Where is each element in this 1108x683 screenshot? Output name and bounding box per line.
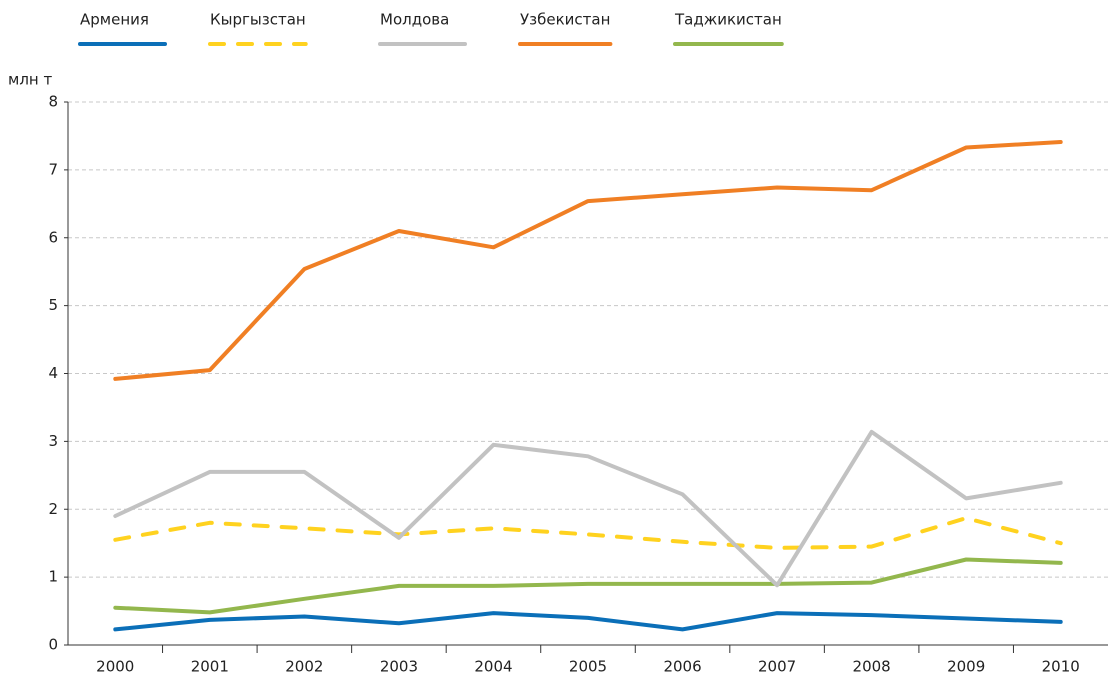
series-line: [113, 429, 1063, 588]
x-tick-label: 2006: [663, 658, 701, 676]
series-line: [113, 611, 1063, 632]
y-tick-label: 0: [48, 636, 58, 654]
x-tick-label: 2008: [853, 658, 891, 676]
y-tick-label: 5: [48, 296, 58, 314]
x-tick-label: 2004: [474, 658, 512, 676]
x-tick-label: 2007: [758, 658, 796, 676]
series-line: [113, 516, 1063, 550]
y-tick-label: 6: [48, 228, 58, 246]
y-tick-label: 3: [48, 432, 58, 450]
y-axis-label: млн т: [8, 71, 52, 89]
legend-label: Таджикистан: [674, 11, 782, 29]
legend-label: Кыргызстан: [210, 11, 306, 29]
legend-label: Молдова: [380, 11, 449, 29]
x-tick-label: 2010: [1042, 658, 1080, 676]
x-tick-label: 2000: [96, 658, 134, 676]
y-tick-label: 7: [48, 160, 58, 178]
y-tick-label: 4: [48, 364, 58, 382]
y-tick-label: 2: [48, 500, 58, 518]
legend-label: Армения: [80, 11, 149, 29]
series-line: [113, 557, 1063, 615]
y-tick-label: 1: [48, 568, 58, 586]
x-tick-label: 2005: [569, 658, 607, 676]
x-tick-label: 2001: [191, 658, 229, 676]
y-tick-label: 8: [48, 93, 58, 111]
legend-label: Узбекистан: [520, 11, 610, 29]
x-tick-label: 2009: [947, 658, 985, 676]
series-line: [113, 140, 1063, 381]
x-tick-label: 2002: [285, 658, 323, 676]
x-tick-label: 2003: [380, 658, 418, 676]
